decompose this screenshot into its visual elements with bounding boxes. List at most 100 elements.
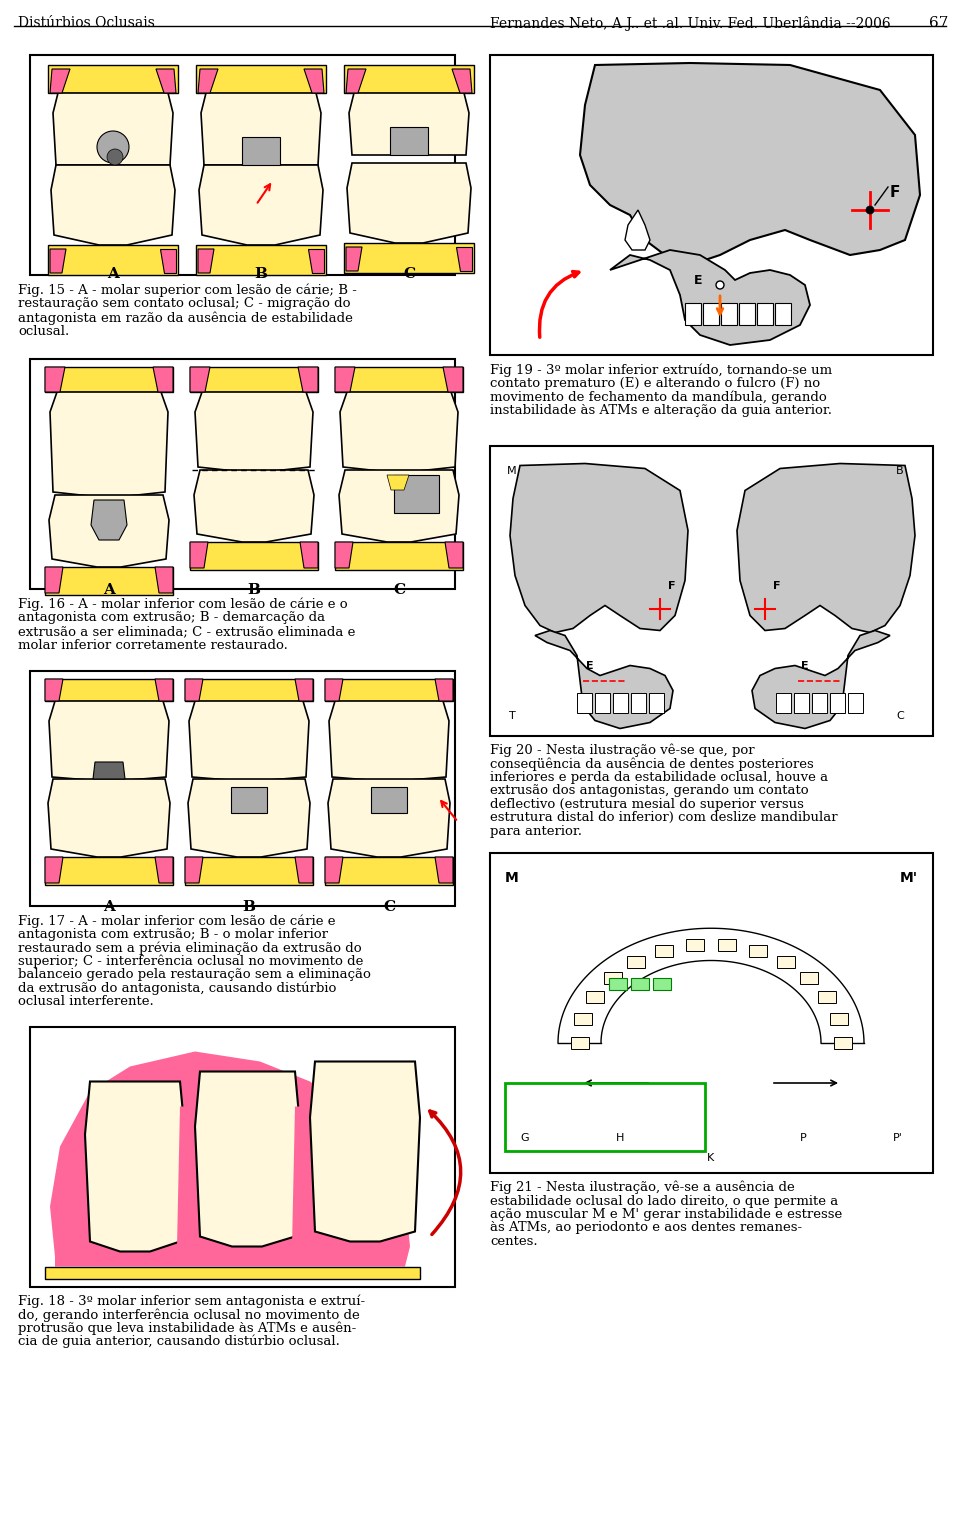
Text: restaurado sem a prévia eliminação da extrusão do: restaurado sem a prévia eliminação da ex… [18, 941, 362, 955]
Polygon shape [346, 247, 362, 271]
Polygon shape [49, 701, 169, 781]
Polygon shape [45, 857, 63, 883]
Polygon shape [45, 367, 65, 391]
Text: Fernandes Neto, A J.. et .al. Univ. Fed. Uberlândia --2006: Fernandes Neto, A J.. et .al. Univ. Fed.… [490, 17, 891, 30]
Bar [394, 475, 439, 513]
Text: da extrusão do antagonista, causando distúrbio: da extrusão do antagonista, causando dis… [18, 981, 336, 995]
Bar [649, 693, 664, 713]
Bar [30, 672, 455, 906]
Bar [685, 303, 701, 324]
Polygon shape [50, 248, 66, 273]
Polygon shape [349, 93, 469, 155]
Polygon shape [153, 367, 173, 391]
Polygon shape [344, 244, 474, 273]
Text: para anterior.: para anterior. [490, 824, 582, 838]
Polygon shape [325, 857, 453, 885]
Text: M: M [505, 871, 518, 885]
Polygon shape [335, 542, 463, 570]
Bar [830, 693, 845, 713]
Polygon shape [45, 367, 173, 391]
Text: Distúrbios Oclusais: Distúrbios Oclusais [18, 17, 155, 30]
Polygon shape [295, 679, 313, 701]
Polygon shape [298, 367, 318, 391]
Polygon shape [51, 164, 175, 245]
Text: contato prematuro (E) e alterando o fulcro (F) no: contato prematuro (E) e alterando o fulc… [490, 376, 820, 390]
Bar [776, 693, 791, 713]
Text: A: A [108, 267, 119, 282]
Polygon shape [295, 857, 313, 883]
Polygon shape [190, 367, 210, 391]
Bar [775, 303, 791, 324]
Text: estrutura distal do inferior) com deslize mandibular: estrutura distal do inferior) com desliz… [490, 812, 838, 824]
Text: B: B [243, 900, 255, 914]
Text: conseqüência da ausência de dentes posteriores: conseqüência da ausência de dentes poste… [490, 757, 814, 771]
Text: F: F [668, 580, 676, 591]
Polygon shape [196, 65, 326, 93]
Text: centes.: centes. [490, 1235, 538, 1247]
Polygon shape [177, 1107, 193, 1246]
Bar [656, 944, 673, 956]
Text: Fig 20 - Nesta ilustração vê-se que, por: Fig 20 - Nesta ilustração vê-se que, por [490, 743, 755, 757]
Bar [801, 972, 819, 984]
Bar [505, 1083, 705, 1151]
Polygon shape [199, 164, 323, 245]
Polygon shape [155, 679, 173, 701]
Text: F: F [773, 580, 780, 591]
Bar [490, 55, 933, 355]
Polygon shape [160, 248, 176, 273]
Polygon shape [304, 69, 324, 93]
Polygon shape [48, 245, 178, 276]
Polygon shape [300, 542, 318, 568]
Text: H: H [615, 1133, 624, 1142]
Text: A: A [103, 900, 115, 914]
Circle shape [866, 206, 874, 215]
Polygon shape [452, 69, 472, 93]
Bar [631, 693, 646, 713]
Polygon shape [50, 391, 168, 496]
Polygon shape [329, 701, 449, 781]
Polygon shape [190, 542, 208, 568]
Polygon shape [335, 367, 355, 391]
Text: instabilidade às ATMs e alteração da guia anterior.: instabilidade às ATMs e alteração da gui… [490, 404, 832, 416]
Polygon shape [53, 93, 173, 164]
Text: B: B [897, 466, 903, 475]
Polygon shape [185, 857, 313, 885]
Bar [595, 693, 610, 713]
Polygon shape [325, 679, 343, 701]
Polygon shape [50, 1051, 410, 1267]
Bar [390, 126, 428, 155]
Polygon shape [346, 69, 366, 93]
Bar [653, 978, 671, 990]
Polygon shape [443, 367, 463, 391]
Text: molar inferior corretamente restaurado.: molar inferior corretamente restaurado. [18, 640, 288, 652]
Bar [577, 693, 592, 713]
Polygon shape [310, 1062, 420, 1241]
Text: E: E [693, 274, 702, 286]
Bar [30, 55, 455, 276]
Polygon shape [45, 1267, 420, 1278]
Polygon shape [185, 857, 203, 883]
Text: B: B [248, 583, 260, 597]
Bar [242, 137, 280, 164]
Polygon shape [325, 679, 453, 701]
Bar [812, 693, 827, 713]
Bar [490, 446, 933, 736]
Bar [833, 1037, 852, 1049]
Polygon shape [435, 679, 453, 701]
Bar [749, 944, 767, 956]
Polygon shape [201, 93, 321, 164]
Text: G: G [520, 1133, 529, 1142]
Polygon shape [50, 69, 70, 93]
Text: inferiores e perda da estabilidade oclusal, houve a: inferiores e perda da estabilidade oclus… [490, 771, 828, 783]
Text: balanceio gerado pela restauração sem a eliminação: balanceio gerado pela restauração sem a … [18, 969, 371, 981]
Polygon shape [580, 62, 920, 265]
Bar [721, 303, 737, 324]
Polygon shape [45, 679, 63, 701]
Bar [848, 693, 863, 713]
Text: T: T [509, 711, 516, 720]
Polygon shape [189, 701, 309, 781]
Text: Fig. 16 - A - molar inferior com lesão de cárie e o: Fig. 16 - A - molar inferior com lesão d… [18, 597, 348, 611]
Bar [819, 991, 836, 1004]
Text: antagonista em razão da ausência de estabilidade: antagonista em razão da ausência de esta… [18, 311, 353, 324]
Text: extrusão dos antagonistas, gerando um contato: extrusão dos antagonistas, gerando um co… [490, 784, 808, 797]
